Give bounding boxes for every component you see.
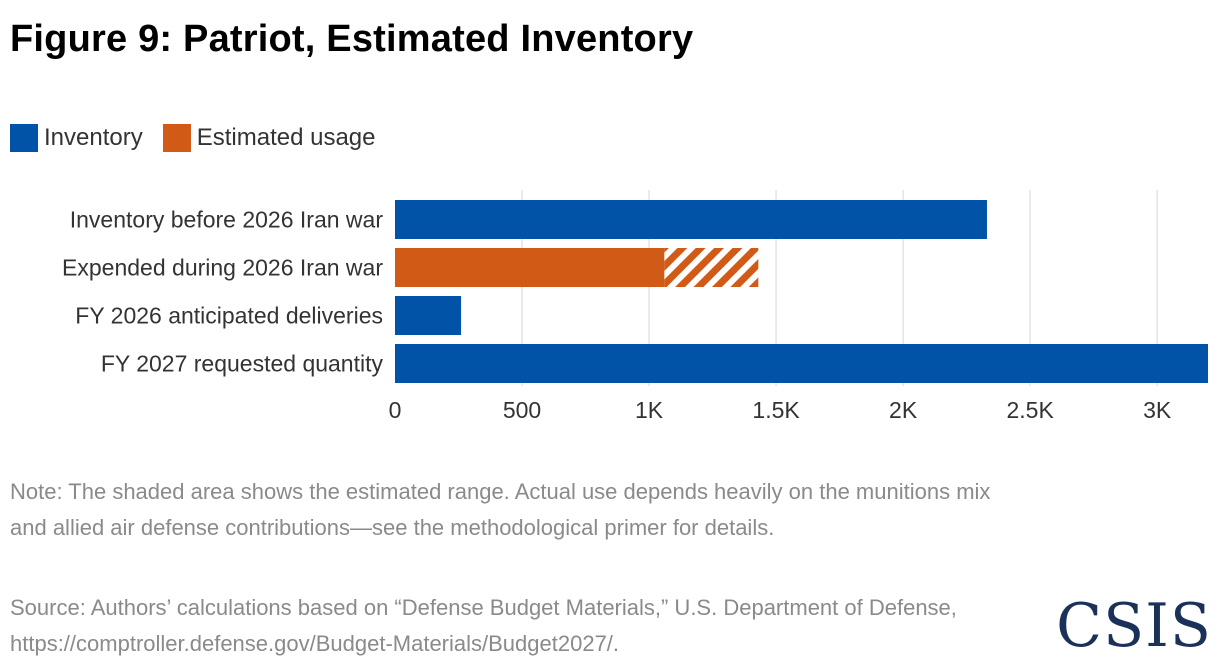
legend-label-estimated-usage: Estimated usage <box>196 124 376 151</box>
x-tick-label: 3K <box>1143 397 1172 423</box>
chart-source: Source: Authors’ calculations based on “… <box>10 595 957 656</box>
category-label: FY 2027 requested quantity <box>101 351 384 377</box>
legend-swatch-inventory <box>10 124 38 152</box>
csis-logo: CSIS <box>1056 591 1212 661</box>
category-label: FY 2026 anticipated deliveries <box>75 303 383 329</box>
x-tick-label: 0 <box>389 397 402 423</box>
x-tick-label: 2K <box>889 397 918 423</box>
bar-chart: Inventory before 2026 Iran war Expended d… <box>62 190 1208 423</box>
x-tick-label: 1.5K <box>752 397 800 423</box>
chart-title: Figure 9: Patriot, Estimated Inventory <box>10 18 694 60</box>
legend-item-estimated-usage: Estimated usage <box>162 124 376 152</box>
bar <box>395 248 665 287</box>
legend-item-inventory: Inventory <box>10 124 143 152</box>
x-tick-label: 500 <box>503 397 541 423</box>
legend-swatch-estimated-usage <box>162 124 191 152</box>
chart-note: Note: The shaded area shows the estimate… <box>10 479 991 540</box>
bar <box>395 344 1208 383</box>
legend-label-inventory: Inventory <box>44 124 143 151</box>
bar <box>395 200 987 239</box>
legend: Inventory Estimated usage <box>10 124 396 152</box>
x-tick-label: 1K <box>635 397 664 423</box>
category-label: Inventory before 2026 Iran war <box>70 207 384 233</box>
bar <box>395 296 462 335</box>
category-label: Expended during 2026 Iran war <box>62 255 383 281</box>
x-tick-label: 2.5K <box>1006 397 1054 423</box>
bar-range-shaded <box>664 248 759 287</box>
